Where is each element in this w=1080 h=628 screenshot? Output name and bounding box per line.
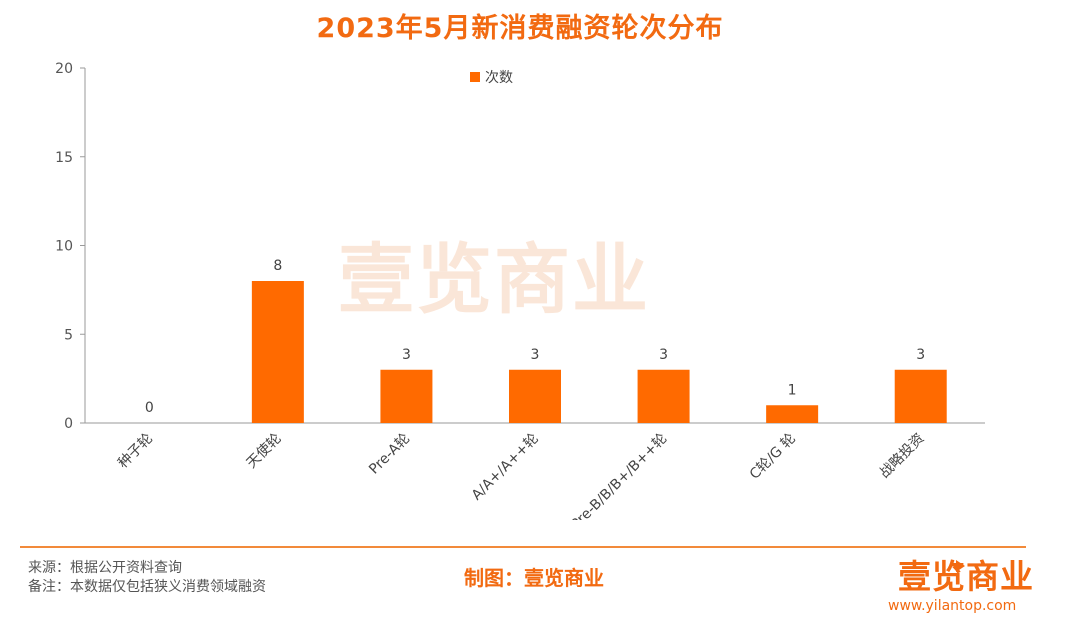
bar [766,405,819,423]
x-tick-label: 战略投资 [877,431,928,482]
bar [894,369,947,423]
legend-label: 次数 [485,70,513,86]
x-tick-label: Pre-A轮 [366,431,413,478]
watermark-logo: 壹览商业 [338,235,650,324]
brand-url: www.yilantop.com [888,598,1017,614]
bar-chart: 0 5 10 15 20 0 种子轮 8 天使轮 3 Pre-A轮 3 A/A+/A++轮 3 Pre-B… [55,61,985,520]
chart-title: 2023年5月新消费融资轮次分布 [316,13,724,44]
note-text: 备注：本数据仅包括狭义消费领域融资 [28,579,266,595]
x-tick-label: A/A+/A++轮 [469,431,542,504]
brand-logo: 壹览商业 [898,550,1034,598]
bar [637,369,690,423]
footer-source: 来源：根据公开资料查询 备注：本数据仅包括狭义消费领域融资 [28,559,266,597]
data-label: 1 [788,382,797,398]
y-tick-label: 15 [55,150,73,166]
y-tick-label: 5 [64,327,73,343]
x-tick-label: C轮/G 轮 [747,431,799,483]
footer-divider [20,546,1026,548]
data-label: 3 [659,347,668,363]
y-tick-label: 0 [64,416,73,432]
data-label: 8 [273,258,282,274]
data-label: 3 [402,347,411,363]
maker-credit: 制图：壹览商业 [464,566,604,590]
bar [380,369,433,423]
source-text: 来源：根据公开资料查询 [28,560,182,576]
x-tick-label: 种子轮 [115,431,156,472]
x-tick-label: 天使轮 [243,430,285,472]
data-label: 3 [916,347,925,363]
y-tick-label: 20 [55,61,73,77]
legend-swatch [470,72,480,82]
brand-logo-text: 壹览商业 [898,557,1034,596]
bar [509,369,561,423]
play-triangle-icon [956,560,965,572]
data-label: 3 [531,347,540,363]
y-tick-label: 10 [55,239,73,255]
data-label: 0 [145,400,154,416]
bar [251,281,304,423]
x-tick-label: Pre-B/B/B+/B++轮 [568,431,670,520]
